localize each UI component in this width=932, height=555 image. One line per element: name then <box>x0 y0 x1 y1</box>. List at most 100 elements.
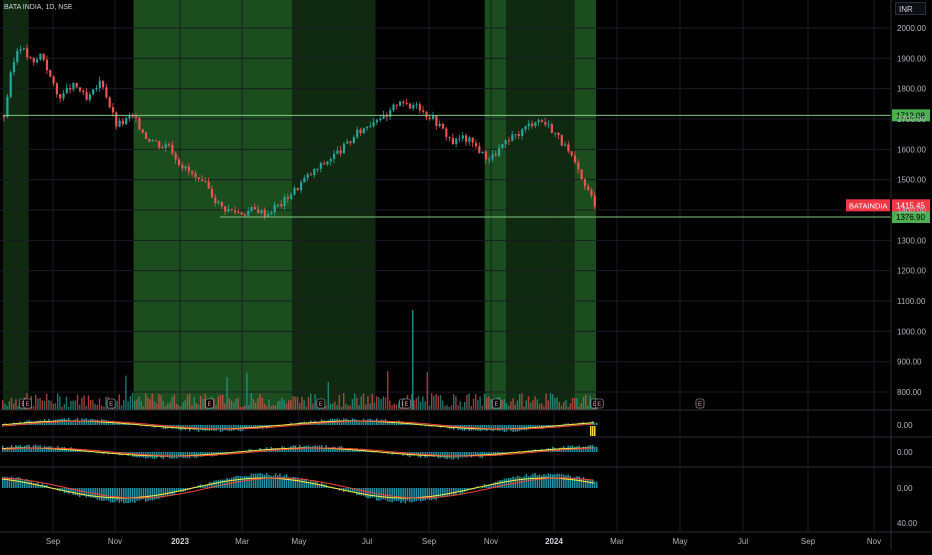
volume-bar <box>83 395 85 410</box>
histogram-bar <box>565 423 567 425</box>
candle-body <box>514 134 517 136</box>
volume-bar <box>193 396 195 410</box>
histogram-bar <box>574 477 576 488</box>
candle-body <box>313 169 316 175</box>
candle-body <box>339 150 342 154</box>
volume-bar <box>312 403 314 410</box>
histogram-bar <box>103 488 105 501</box>
histogram-bar <box>15 477 17 488</box>
volume-bar <box>79 404 81 410</box>
candle-body <box>468 137 471 142</box>
histogram-bar <box>296 447 299 452</box>
last-price-value-bg <box>892 199 930 212</box>
histogram-bar <box>120 423 123 425</box>
volume-bar <box>585 394 587 410</box>
histogram-bar <box>140 425 143 427</box>
volume-bar <box>277 401 279 410</box>
time-tick-label: Sep <box>46 537 61 546</box>
currency-badge[interactable]: INR <box>895 2 926 15</box>
histogram-bar <box>50 420 52 425</box>
histogram-bar <box>224 479 226 488</box>
candle-body <box>32 57 35 63</box>
volume-bar <box>446 405 448 410</box>
volume-bar <box>204 393 206 410</box>
histogram-bar <box>310 480 312 488</box>
histogram-bar <box>87 451 90 453</box>
candle-body <box>168 144 171 146</box>
volume-bar <box>398 402 400 410</box>
histogram-bar <box>54 488 57 489</box>
volume-bar <box>76 394 79 410</box>
volume-bar <box>488 396 490 410</box>
price-tick-label: 1100.00 <box>897 297 926 306</box>
histogram-bar <box>332 446 334 452</box>
candle-body <box>19 49 22 51</box>
volume-bar <box>10 397 13 410</box>
volume-bar <box>50 400 52 410</box>
candle-body <box>412 105 415 109</box>
histogram-bar <box>442 452 444 458</box>
histogram-bar <box>230 425 233 432</box>
histogram-bar <box>376 450 378 452</box>
histogram-bar <box>208 425 211 432</box>
time-tick-label: Mar <box>610 537 624 546</box>
histogram-bar <box>211 425 213 431</box>
volume-bar <box>567 406 569 410</box>
histogram-bar <box>532 425 534 429</box>
histogram-bar <box>6 476 8 488</box>
histogram-bar <box>222 425 224 432</box>
histogram-bar <box>538 474 541 488</box>
volume-bar <box>17 406 19 410</box>
histogram-bar <box>435 425 437 426</box>
histogram-bar <box>351 488 354 493</box>
volume-bar <box>457 405 459 410</box>
candle-body <box>39 53 42 60</box>
histogram-bar <box>72 420 74 425</box>
histogram-bar <box>26 479 28 488</box>
histogram-bar <box>534 473 536 488</box>
candle-body <box>234 210 237 213</box>
volume-bar <box>272 404 274 410</box>
histogram-bar <box>151 488 154 501</box>
indicator-panel-1 <box>1 417 598 433</box>
histogram-bar <box>145 488 147 502</box>
histogram-bar <box>98 451 101 452</box>
histogram-bar <box>30 421 33 425</box>
volume-bar <box>338 394 340 410</box>
volume-bar <box>356 397 358 410</box>
histogram-bar <box>301 478 303 488</box>
histogram-bar <box>340 420 343 425</box>
last-price-symbol: BATAINDIA <box>849 201 887 210</box>
volume-bar <box>195 403 197 410</box>
price-tick-label: 1500.00 <box>897 176 926 185</box>
histogram-bar <box>65 488 68 493</box>
volume-bar <box>391 404 393 410</box>
histogram-bar <box>395 488 398 502</box>
histogram-bar <box>547 425 550 427</box>
volume-bar <box>186 394 189 410</box>
histogram-bar <box>266 473 268 488</box>
histogram-bar <box>501 480 503 488</box>
histogram-bar <box>446 488 448 496</box>
panel-highlight-bar <box>592 426 594 436</box>
histogram-bar <box>494 481 497 488</box>
volume-bar <box>367 395 369 410</box>
histogram-bar <box>116 422 118 425</box>
histogram-bar <box>54 448 57 452</box>
volume-bar <box>536 399 538 410</box>
candle-body <box>300 182 303 191</box>
histogram-bar <box>193 452 195 458</box>
histogram-bar <box>125 488 127 503</box>
candle-body <box>260 209 263 214</box>
histogram-bar <box>569 475 572 488</box>
histogram-bar <box>499 480 501 488</box>
histogram-bar <box>222 479 224 488</box>
earnings-marker <box>695 398 705 409</box>
histogram-bar <box>545 449 547 452</box>
histogram-bar <box>472 452 475 457</box>
volume-bar <box>63 403 65 410</box>
volume-bar <box>376 396 378 410</box>
histogram-bar <box>173 452 176 459</box>
